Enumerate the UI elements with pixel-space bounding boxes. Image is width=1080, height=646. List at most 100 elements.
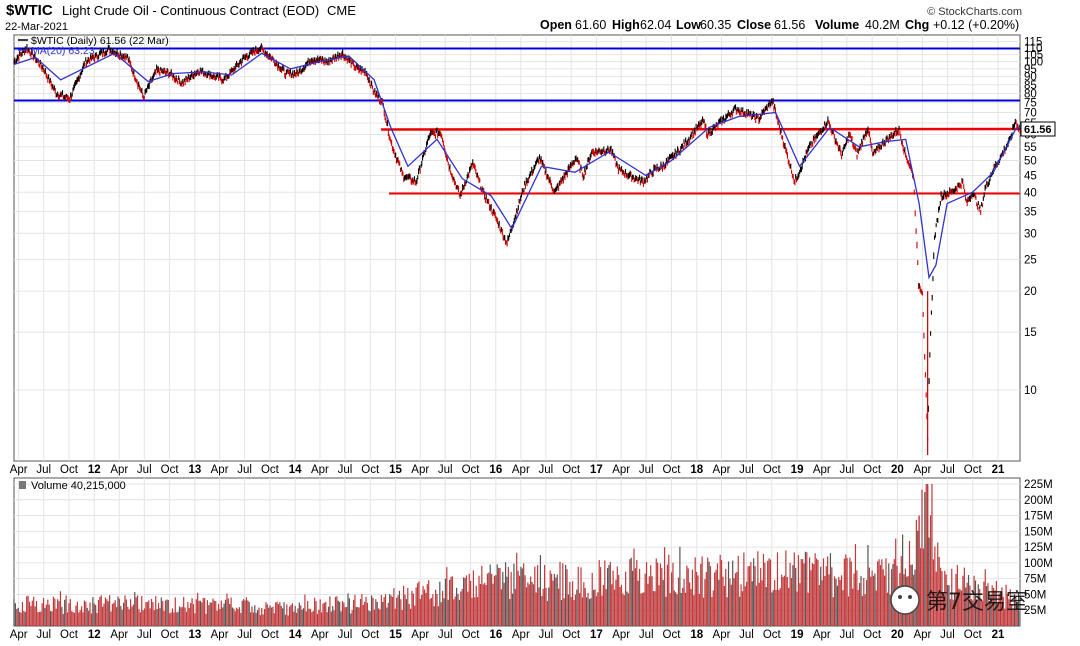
y-tick-label: 110	[1024, 43, 1042, 55]
close-label: Close	[737, 18, 771, 32]
x-tick-label: Oct	[462, 629, 481, 641]
volume-tick-label: 125M	[1024, 542, 1053, 554]
chart-date: 22-Mar-2021	[5, 21, 68, 33]
exchange-label: CME	[327, 3, 356, 18]
volume-tick-label: 50M	[1024, 589, 1046, 601]
x-tick-label: Jul	[739, 464, 754, 476]
y-tick-label: 10	[1024, 385, 1037, 397]
x-tick-label: Jul	[438, 464, 453, 476]
x-tick-label: Jul	[338, 464, 353, 476]
y-tick-label: 75	[1024, 98, 1037, 110]
x-tick-label: 18	[690, 629, 703, 641]
x-tick-label: Oct	[964, 464, 983, 476]
last-price-tag	[1020, 121, 1056, 137]
watermark-text: 第7交易室	[926, 590, 1028, 615]
x-tick-label: Apr	[311, 629, 329, 641]
x-tick-label: 20	[891, 464, 904, 476]
y-tick-label: 80	[1024, 88, 1037, 100]
x-tick-label: Oct	[562, 629, 581, 641]
brand-label: © StockCharts.com	[927, 6, 1022, 18]
y-tick-label: 20	[1024, 286, 1037, 298]
x-tick-label: Jul	[36, 629, 51, 641]
x-tick-label: Apr	[211, 464, 229, 476]
chart-title: Light Crude Oil - Continuous Contract (E…	[62, 3, 319, 18]
ma-series	[13, 52, 1021, 280]
x-tick-label: 18	[690, 464, 703, 476]
x-tick-label: Oct	[60, 464, 79, 476]
x-tick-label: 14	[289, 629, 302, 641]
x-tick-label: Jul	[839, 464, 854, 476]
x-tick-label: Apr	[913, 464, 931, 476]
close-value: 61.56	[774, 18, 805, 32]
volume-tick-label: 225M	[1024, 479, 1053, 491]
x-tick-label: Jul	[739, 629, 754, 641]
y-tick-label: 50	[1024, 155, 1037, 167]
x-tick-label: Jul	[639, 629, 654, 641]
y-tick-label: 40	[1024, 187, 1037, 199]
x-tick-label: Oct	[763, 464, 782, 476]
x-tick-label: 20	[891, 629, 904, 641]
low-label: Low	[676, 18, 701, 32]
x-tick-label: Oct	[261, 464, 280, 476]
open-value: 61.60	[575, 18, 606, 32]
resistance-line-61	[380, 127, 1021, 131]
volume-label: Volume	[815, 18, 859, 32]
x-tick-label: Oct	[863, 464, 882, 476]
y-tick-label: 25	[1024, 254, 1037, 266]
x-tick-label: Jul	[639, 464, 654, 476]
chg-value: +0.12 (+0.20%)	[933, 18, 1019, 32]
x-tick-label: Apr	[411, 629, 429, 641]
x-tick-label: 15	[389, 629, 402, 641]
x-tick-label: 19	[791, 629, 804, 641]
y-tick-label: 35	[1024, 206, 1037, 218]
x-tick-label: Jul	[438, 629, 453, 641]
volume-value: 40.2M	[865, 18, 900, 32]
last-price-value: 61.56	[1024, 124, 1052, 136]
price-panel-frame	[13, 34, 1021, 462]
x-tick-label: Oct	[60, 629, 79, 641]
y-tick-label: 85	[1024, 80, 1037, 92]
volume-tick-label: 75M	[1024, 574, 1046, 586]
x-tick-label: Jul	[237, 464, 252, 476]
x-tick-label: 13	[188, 464, 201, 476]
x-tick-label: 12	[88, 464, 101, 476]
x-tick-label: Apr	[110, 464, 128, 476]
x-tick-label: 17	[590, 464, 603, 476]
x-tick-label: Apr	[211, 629, 229, 641]
y-tick-label: 100	[1024, 57, 1043, 69]
x-tick-label: Oct	[161, 464, 180, 476]
x-tick-label: 19	[791, 464, 804, 476]
trend-lines	[14, 47, 1021, 195]
x-tick-label: Apr	[10, 464, 28, 476]
volume-tick-label: 25M	[1024, 605, 1046, 617]
x-tick-label: Jul	[940, 629, 955, 641]
x-tick-label: 12	[88, 629, 101, 641]
y-tick-label: 105	[1024, 50, 1043, 62]
x-tick-label: Jul	[137, 464, 152, 476]
x-tick-label: 13	[188, 629, 201, 641]
x-tick-label: Oct	[663, 629, 682, 641]
x-tick-label: Oct	[361, 629, 380, 641]
x-tick-label: Apr	[913, 629, 931, 641]
open-label: Open	[540, 18, 572, 32]
price-x-axis: Apr Jul Oct 12 Apr Jul Oct 13 Apr Jul Oct 14 Apr Jul O…	[10, 464, 1005, 476]
x-tick-label: Apr	[411, 464, 429, 476]
x-tick-label: Oct	[361, 464, 380, 476]
x-tick-label: Jul	[839, 629, 854, 641]
x-tick-label: Apr	[512, 629, 530, 641]
x-tick-label: Jul	[539, 464, 554, 476]
y-tick-label: 30	[1024, 228, 1037, 240]
y-tick-label: 55	[1024, 142, 1037, 154]
x-tick-label: Apr	[612, 464, 630, 476]
x-tick-label: 15	[389, 464, 402, 476]
x-tick-label: 21	[992, 464, 1005, 476]
x-tick-label: Oct	[562, 464, 581, 476]
x-tick-label: Apr	[813, 464, 831, 476]
y-tick-label: 95	[1024, 64, 1037, 76]
low-value: 60.35	[700, 18, 731, 32]
x-tick-label: Apr	[512, 464, 530, 476]
ma-line	[13, 52, 1021, 280]
x-tick-label: Oct	[261, 629, 280, 641]
x-tick-label: Jul	[940, 464, 955, 476]
